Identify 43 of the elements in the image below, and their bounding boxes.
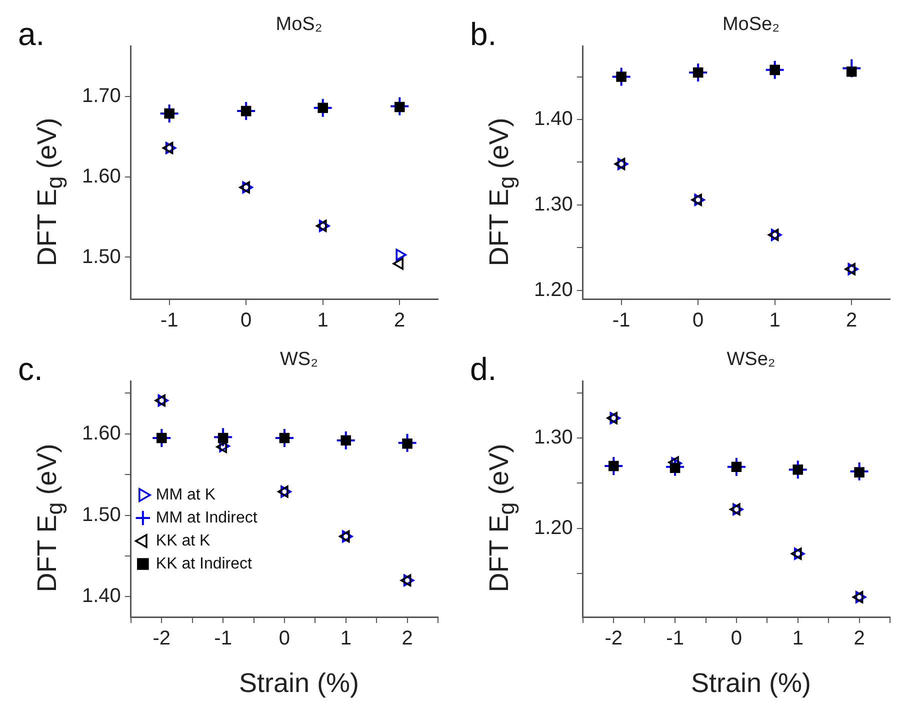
x-tick-label: 1 [340, 628, 352, 650]
x-tick-label: -1 [160, 310, 178, 332]
x-axis-title: Strain (%) [238, 668, 360, 699]
y-tick-label: 1.40 [534, 108, 573, 130]
chart-title: WSe₂ [726, 349, 776, 371]
y-tick-label: 1.40 [82, 585, 121, 608]
chart-title: MoSe₂ [721, 14, 780, 36]
y-tick-label: 1.50 [82, 504, 121, 526]
x-tick-label: -1 [666, 628, 684, 650]
x-tick-label: -1 [612, 310, 630, 332]
y-tick-label: 1.30 [534, 193, 573, 216]
x-tick-label: 1 [317, 310, 328, 332]
x-tick-label: 1 [792, 628, 804, 650]
x-tick-label: -1 [214, 628, 232, 650]
y-tick-label: 1.20 [534, 278, 573, 301]
chart-title: WS₂ [279, 349, 319, 371]
chart-title: MoS₂ [274, 14, 324, 36]
y-tick-label: 1.60 [82, 422, 121, 444]
x-axis-title: Strain (%) [690, 668, 812, 699]
x-tick-label: 2 [846, 310, 858, 332]
text: b. [470, 16, 497, 53]
legend-label: MM at Indirect [156, 509, 258, 526]
y-tick-label: 1.20 [534, 516, 573, 539]
x-tick-label: 0 [692, 310, 704, 332]
y-tick-label: 1.50 [82, 246, 121, 268]
x-tick-label: -2 [152, 628, 171, 650]
x-tick-label: 0 [240, 310, 252, 332]
text: a. [18, 16, 45, 53]
x-tick-label: 0 [730, 628, 742, 650]
y-tick-label: 1.30 [534, 426, 573, 448]
x-tick-label: 1 [769, 310, 780, 332]
legend-label: KK at Indirect [156, 555, 253, 572]
x-tick-label: 0 [278, 628, 290, 650]
x-tick-label: -2 [604, 628, 623, 650]
y-tick-label: 1.60 [82, 165, 121, 188]
text: c. [18, 351, 43, 388]
x-tick-label: 2 [394, 310, 406, 332]
x-tick-label: 2 [402, 628, 413, 650]
text: d. [470, 351, 497, 388]
x-tick-label: 2 [854, 628, 865, 650]
legend-label: KK at K [156, 532, 211, 550]
y-tick-label: 1.70 [82, 85, 121, 108]
legend-label: MM at K [156, 486, 216, 504]
